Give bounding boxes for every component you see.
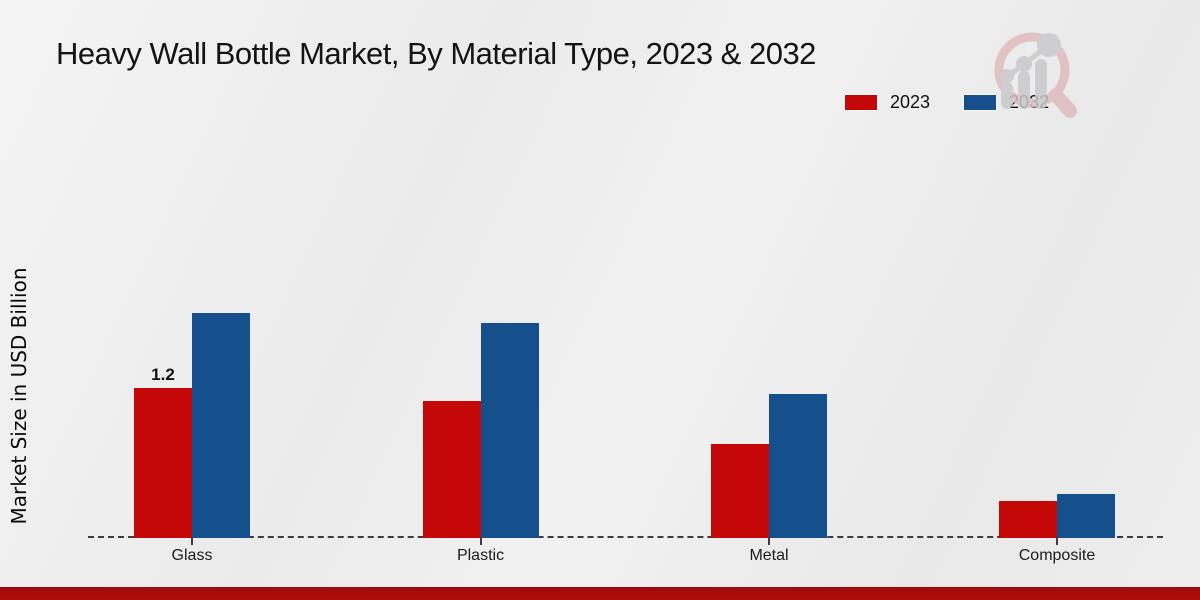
chart-title: Heavy Wall Bottle Market, By Material Ty… — [56, 36, 816, 71]
bar-2032-glass — [192, 313, 250, 538]
bar-2023-metal — [711, 444, 769, 538]
x-axis-baseline — [88, 536, 1163, 538]
bar-2032-plastic — [480, 323, 539, 538]
x-tick-label-plastic: Plastic — [456, 547, 505, 564]
x-tick-label-metal: Metal — [749, 547, 789, 564]
legend-label-2023: 2023 — [890, 92, 931, 112]
x-tick-mark — [768, 538, 770, 545]
legend-swatch-2032 — [963, 94, 998, 111]
x-tick-label-glass: Glass — [171, 547, 213, 564]
legend-item-2023: 2023 — [844, 92, 931, 113]
footer-accent-bar — [0, 587, 1200, 600]
bar-value-label: 1.2 — [151, 365, 175, 384]
bar-2032-metal — [769, 394, 827, 538]
market-research-magnifier-logo-icon — [994, 32, 1077, 118]
bar-2023-composite — [999, 500, 1057, 538]
x-tick-mark — [191, 538, 193, 545]
bar-2023-glass — [134, 388, 192, 538]
x-tick-mark — [479, 538, 482, 545]
bar-2023-plastic — [422, 400, 481, 538]
x-tick-mark — [1056, 538, 1058, 545]
x-tick-label-composite: Composite — [1018, 547, 1096, 564]
legend-swatch-2023 — [844, 94, 878, 111]
bar-2032-composite — [1057, 494, 1115, 538]
